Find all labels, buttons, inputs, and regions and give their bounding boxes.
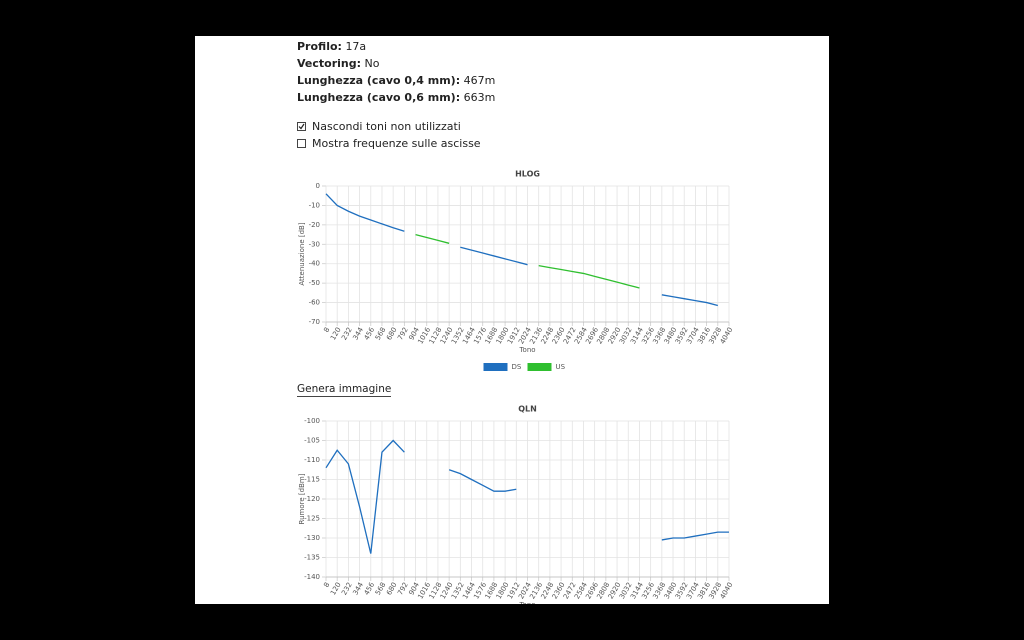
series-line bbox=[325, 439, 729, 554]
x-tick-label: 232 bbox=[340, 326, 354, 342]
info-row: Lunghezza (cavo 0,4 mm): 467m bbox=[297, 74, 495, 87]
legend-swatch bbox=[527, 363, 552, 371]
chart-title: QLN bbox=[518, 405, 537, 414]
x-tick-label: 792 bbox=[396, 326, 410, 342]
y-axis-label: Rumore [dBm] bbox=[298, 473, 306, 524]
info-value: 467m bbox=[463, 74, 496, 87]
y-tick-label: -40 bbox=[309, 260, 320, 268]
y-tick-label: 0 bbox=[316, 182, 320, 190]
info-row: Profilo: 17a bbox=[297, 40, 366, 53]
x-tick-label: 344 bbox=[351, 326, 365, 342]
y-tick-label: -110 bbox=[304, 456, 320, 464]
y-tick-label: -10 bbox=[309, 201, 320, 209]
y-tick-label: -125 bbox=[304, 515, 320, 523]
series-line bbox=[325, 193, 718, 307]
x-tick-label: 456 bbox=[363, 326, 377, 342]
x-axis-label: Tono bbox=[518, 601, 535, 604]
y-tick-label: -100 bbox=[304, 417, 320, 425]
y-tick-label: -105 bbox=[304, 437, 320, 445]
info-value: 663m bbox=[463, 91, 496, 104]
y-tick-label: -130 bbox=[304, 534, 320, 542]
info-value: 17a bbox=[345, 40, 367, 53]
checkmark bbox=[298, 123, 305, 130]
info-label: Lunghezza (cavo 0,4 mm): bbox=[297, 74, 461, 87]
x-tick-label: 120 bbox=[329, 581, 343, 597]
panel: Profilo: 17a Vectoring: No Lunghezza (cavo… bbox=[195, 36, 829, 604]
option-label: Mostra frequenze sulle ascisse bbox=[312, 137, 481, 150]
y-tick-label: -140 bbox=[304, 573, 320, 581]
y-tick-label: -30 bbox=[309, 240, 320, 248]
y-tick-label: -115 bbox=[304, 476, 320, 484]
y-tick-label: -50 bbox=[309, 279, 320, 287]
y-tick-label: -120 bbox=[304, 495, 320, 503]
info-label: Profilo: bbox=[297, 40, 342, 53]
info-label: Lunghezza (cavo 0,6 mm): bbox=[297, 91, 461, 104]
chart-title: HLOG bbox=[515, 170, 540, 179]
legend-label: US bbox=[556, 363, 566, 371]
x-tick-label: 232 bbox=[340, 581, 354, 597]
x-tick-label: 8 bbox=[322, 326, 331, 334]
checkbox-box bbox=[297, 139, 306, 148]
info-label: Vectoring: bbox=[297, 57, 362, 70]
series-line bbox=[415, 233, 640, 289]
y-tick-label: -20 bbox=[309, 221, 320, 229]
checkbox[interactable] bbox=[297, 139, 306, 148]
legend-label: DS bbox=[512, 363, 522, 371]
info-value: No bbox=[364, 57, 380, 70]
x-tick-label: 120 bbox=[329, 326, 343, 342]
checkbox[interactable] bbox=[297, 122, 306, 131]
info-row: Vectoring: No bbox=[297, 57, 379, 70]
x-tick-label: 792 bbox=[396, 581, 410, 597]
x-tick-label: 568 bbox=[374, 581, 388, 597]
charts: HLOG-70-60-50-40-30-20-10081202323444565… bbox=[298, 170, 734, 605]
y-tick-label: -70 bbox=[309, 318, 320, 326]
x-tick-label: 568 bbox=[374, 326, 388, 342]
x-tick-label: 680 bbox=[385, 326, 399, 342]
option[interactable]: Mostra frequenze sulle ascisse bbox=[297, 137, 481, 150]
x-tick-label: 8 bbox=[322, 581, 331, 589]
y-axis-label: Attenuazione [dB] bbox=[298, 222, 306, 285]
x-axis-label: Tono bbox=[518, 346, 535, 354]
x-tick-label: 456 bbox=[363, 581, 377, 597]
y-tick-label: -135 bbox=[304, 554, 320, 562]
option-label: Nascondi toni non utilizzati bbox=[312, 120, 461, 133]
checkbox-box bbox=[297, 122, 306, 131]
x-tick-label: 344 bbox=[351, 581, 365, 597]
y-tick-label: -60 bbox=[309, 299, 320, 307]
x-tick-label: 680 bbox=[385, 581, 399, 597]
option[interactable]: Nascondi toni non utilizzati bbox=[297, 120, 461, 133]
link[interactable]: Genera immagine bbox=[297, 383, 392, 397]
info-row: Lunghezza (cavo 0,6 mm): 663m bbox=[297, 91, 495, 104]
legend-swatch bbox=[483, 363, 508, 371]
